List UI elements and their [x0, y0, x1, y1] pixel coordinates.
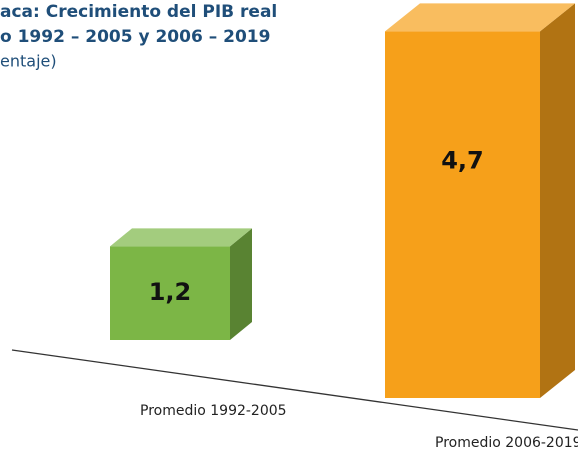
category-label: Promedio 1992-2005: [140, 403, 287, 419]
bar-side: [230, 228, 252, 340]
chart-title-line: aca: Crecimiento del PIB real: [0, 2, 277, 22]
category-label: Promedio 2006-2019: [435, 435, 578, 451]
chart-title-line: o 1992 – 2005 y 2006 – 2019: [0, 27, 270, 47]
bar-side: [540, 3, 575, 399]
bar: [385, 31, 540, 399]
bar: [110, 246, 230, 340]
chart-subtitle: entaje): [0, 52, 57, 71]
bar-top: [110, 228, 252, 247]
value-label: 4,7: [441, 146, 484, 174]
axis-line: [11, 349, 578, 431]
bar-top: [385, 3, 575, 32]
value-label: 1,2: [149, 278, 192, 306]
